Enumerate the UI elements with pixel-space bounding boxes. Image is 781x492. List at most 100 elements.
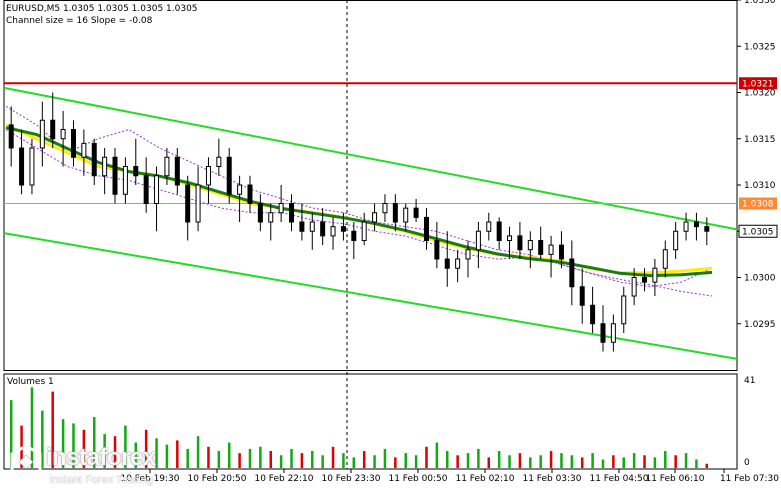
- candle-body: [486, 221, 492, 232]
- candle-body: [444, 258, 450, 269]
- candle-body: [569, 258, 575, 288]
- candle-body: [693, 221, 699, 228]
- y-axis-tick-label: 1.0320: [744, 89, 776, 99]
- candle-body: [320, 221, 326, 237]
- current-price-price-tag: [738, 224, 778, 238]
- y-axis-tick-label: 1.0295: [744, 320, 776, 330]
- candle-body: [19, 147, 25, 186]
- y-axis-tick-label: 1.0310: [744, 181, 776, 191]
- x-axis-tick-label: 11 Feb 03:30: [522, 474, 581, 484]
- candle-body: [382, 203, 388, 214]
- candle-body: [91, 142, 97, 177]
- candle-body: [361, 221, 367, 241]
- candle-body: [278, 203, 284, 214]
- candle-body: [39, 119, 45, 149]
- volume-axis-min-label: 0: [744, 458, 750, 468]
- candle-body: [185, 184, 191, 223]
- candle-body: [662, 249, 668, 269]
- candle-body: [652, 267, 658, 283]
- candle-body: [631, 277, 637, 297]
- candle-body: [392, 203, 398, 223]
- y-axis-tick-label: 1.0315: [744, 135, 776, 145]
- candle-body: [102, 156, 108, 177]
- instaforex-logo-icon: [10, 444, 42, 480]
- resistance-price-label: 1.0321: [742, 79, 774, 89]
- candle-body: [548, 244, 554, 255]
- candle-body: [496, 221, 502, 241]
- watermark-brand: instaforex: [46, 444, 156, 471]
- x-axis-tick-label: 10 Feb 20:50: [187, 474, 246, 484]
- candle-body: [372, 212, 378, 223]
- candle-body: [257, 203, 263, 223]
- symbol-quote-line: EURUSD,M5 1.0305 1.0305 1.0305 1.0305: [6, 4, 198, 14]
- candle-body: [205, 166, 211, 186]
- current-price-price-label: 1.0305: [742, 227, 774, 237]
- candle-body: [122, 166, 128, 195]
- instaforex-watermark: instaforex Instant Forex Trading: [6, 444, 176, 488]
- candle-body: [70, 129, 76, 158]
- x-axis-tick-label: 10 Feb 19:30: [120, 474, 179, 484]
- candle-body: [590, 304, 596, 325]
- candle-body: [579, 286, 585, 306]
- candle-body: [8, 124, 14, 149]
- channel-info-line: Channel size = 16 Slope = -0.08: [6, 16, 153, 26]
- candle-body: [340, 226, 346, 232]
- candle-body: [289, 203, 295, 223]
- candle-body: [299, 221, 305, 232]
- candle-body: [237, 184, 243, 195]
- y-axis-tick-label: 1.0330: [744, 0, 776, 6]
- candle-body: [423, 216, 429, 241]
- candle-body: [610, 323, 616, 343]
- candle-body: [247, 184, 253, 204]
- candle-body: [600, 323, 606, 343]
- candle-body: [673, 230, 679, 251]
- candle-body: [465, 249, 471, 260]
- candle-body: [517, 235, 523, 251]
- candle-body: [527, 240, 533, 251]
- candle-body: [475, 230, 481, 251]
- candle-body: [29, 147, 35, 186]
- candle-body: [683, 221, 689, 232]
- candle-body: [704, 226, 710, 232]
- candle-body: [268, 212, 274, 223]
- candle-body: [621, 295, 627, 325]
- candle-body: [195, 184, 201, 223]
- intraday-level-price-tag: [739, 197, 777, 210]
- x-axis-tick-label: 11 Feb 02:10: [455, 474, 514, 484]
- volume-pane-label: Volumes 1: [7, 377, 54, 387]
- candle-body: [309, 221, 315, 232]
- candle-body: [112, 156, 118, 195]
- resistance-price-tag: [739, 77, 777, 90]
- candle-body: [164, 156, 170, 177]
- y-axis-tick-label: 1.0325: [744, 42, 776, 52]
- candle-body: [216, 156, 222, 167]
- candle-body: [413, 207, 419, 218]
- channel-upper-line: [3, 86, 738, 231]
- candle-body: [154, 175, 160, 204]
- volume-axis-max-label: 41: [744, 376, 755, 386]
- candle-body: [174, 156, 180, 186]
- x-axis-tick-label: 11 Feb 06:10: [645, 474, 704, 484]
- candle-body: [60, 129, 66, 140]
- intraday-level-price-label: 1.0308: [742, 200, 774, 210]
- x-axis-tick-label: 11 Feb 07:30: [720, 474, 779, 484]
- x-axis-tick-label: 10 Feb 23:30: [321, 474, 380, 484]
- candle-body: [143, 175, 149, 204]
- candle-body: [133, 166, 139, 177]
- y-axis-tick-label: 1.0300: [744, 274, 776, 284]
- watermark-tagline: Instant Forex Trading: [49, 474, 153, 486]
- candle-body: [507, 235, 513, 241]
- candle-body: [558, 244, 564, 260]
- candle-body: [81, 142, 87, 158]
- candle-body: [538, 240, 544, 255]
- candle-body: [50, 119, 56, 140]
- candle-body: [330, 226, 336, 237]
- candle-body: [226, 156, 232, 195]
- x-axis-tick-label: 10 Feb 22:10: [254, 474, 313, 484]
- candle-body: [642, 277, 648, 283]
- x-axis-tick-label: 11 Feb 04:50: [589, 474, 648, 484]
- candle-body: [351, 230, 357, 241]
- x-axis-tick-label: 11 Feb 00:50: [388, 474, 447, 484]
